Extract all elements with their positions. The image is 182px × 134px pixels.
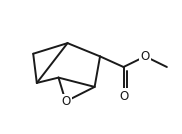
Text: O: O	[61, 95, 70, 108]
Text: O: O	[119, 90, 128, 103]
Text: O: O	[141, 50, 150, 63]
